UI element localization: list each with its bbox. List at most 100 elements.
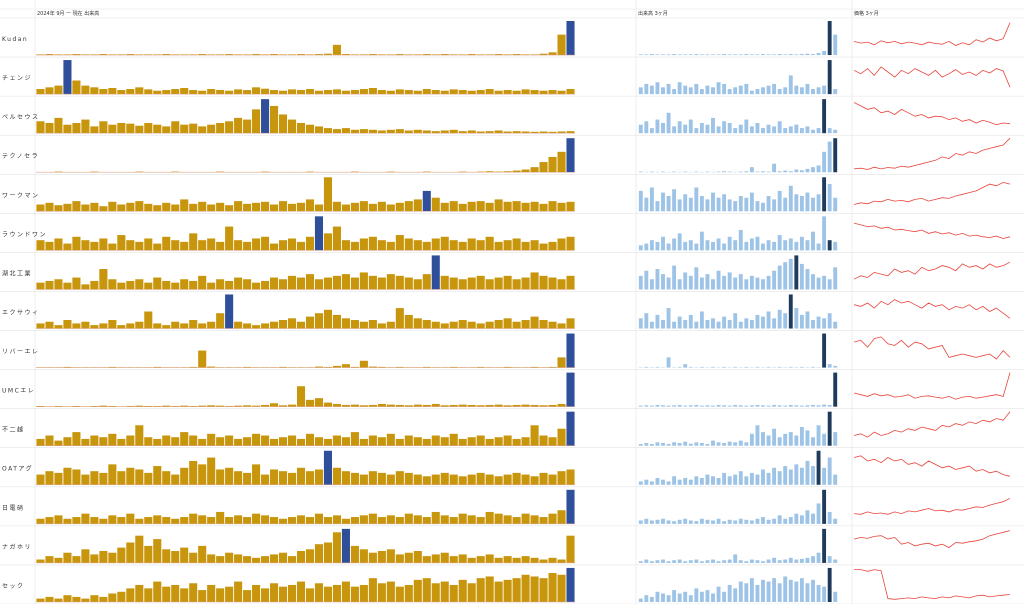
- bar: [467, 474, 476, 485]
- bar: [566, 567, 575, 602]
- bar: [252, 325, 261, 329]
- bar: [395, 517, 404, 524]
- bar: [287, 318, 297, 329]
- bar: [108, 320, 117, 329]
- bar: [521, 474, 530, 485]
- bar: [749, 192, 754, 212]
- bar: [36, 438, 45, 446]
- bar: [108, 366, 117, 368]
- bar: [783, 170, 788, 173]
- bar: [207, 124, 216, 134]
- bar: [278, 366, 288, 368]
- bar: [404, 201, 413, 212]
- bar: [749, 167, 754, 173]
- bar: [548, 366, 557, 368]
- bar: [503, 275, 512, 290]
- bar: [467, 201, 476, 212]
- bar: [225, 280, 234, 290]
- bar: [314, 279, 324, 290]
- bar: [566, 535, 575, 563]
- bar: [270, 583, 279, 602]
- bar: [666, 308, 671, 329]
- bar: [207, 282, 216, 290]
- bar: [305, 236, 315, 251]
- bar: [278, 240, 288, 251]
- bar: [81, 284, 90, 290]
- bar: [794, 54, 799, 56]
- bar: [638, 275, 643, 290]
- bar: [716, 518, 721, 524]
- bar: [162, 126, 171, 134]
- bar: [566, 275, 575, 290]
- bar: [449, 321, 458, 329]
- bar: [198, 515, 207, 524]
- bar: [296, 438, 306, 446]
- bar: [788, 517, 793, 524]
- bar: [135, 125, 144, 134]
- bar: [90, 554, 99, 563]
- bar: [243, 323, 252, 329]
- bar: [305, 549, 315, 563]
- bar: [458, 476, 467, 485]
- bar: [733, 474, 738, 485]
- bar: [54, 405, 63, 407]
- bar: [368, 471, 377, 485]
- bar: [805, 583, 810, 602]
- bar: [252, 513, 261, 524]
- bar: [566, 411, 575, 446]
- bar: [234, 554, 243, 563]
- bar: [476, 517, 485, 524]
- bar: [672, 442, 677, 446]
- bar: [672, 89, 677, 95]
- bar: [755, 366, 760, 368]
- bar: [359, 515, 368, 524]
- bar: [822, 50, 827, 56]
- bar: [54, 205, 63, 212]
- bar: [296, 54, 306, 56]
- bar: [207, 405, 216, 407]
- bar: [644, 54, 649, 56]
- bar: [694, 404, 699, 407]
- bar: [749, 472, 754, 485]
- bar: [638, 598, 643, 602]
- bar: [811, 274, 815, 290]
- bar: [252, 109, 261, 134]
- bar: [722, 194, 727, 212]
- bar: [216, 54, 225, 56]
- bar: [733, 201, 738, 212]
- bar: [666, 112, 671, 134]
- bar: [207, 457, 216, 485]
- bar: [833, 129, 838, 134]
- bar: [722, 171, 727, 173]
- bar: [485, 554, 494, 563]
- bar: [350, 129, 359, 134]
- bar: [305, 124, 315, 134]
- bar: [783, 576, 788, 602]
- bar: [153, 205, 162, 212]
- bar: [189, 123, 198, 134]
- bar: [649, 240, 654, 251]
- bar: [722, 591, 727, 602]
- bar: [672, 321, 677, 329]
- bar: [359, 201, 368, 212]
- bar: [655, 560, 660, 563]
- bar: [72, 54, 81, 56]
- bar: [72, 596, 81, 602]
- bar: [386, 129, 395, 134]
- bar: [503, 515, 512, 524]
- bar: [234, 438, 243, 446]
- bar: [476, 472, 485, 485]
- bar: [827, 411, 832, 446]
- bar: [485, 279, 494, 290]
- bar: [252, 405, 261, 407]
- bar: [162, 90, 171, 95]
- bar: [287, 517, 297, 524]
- bar: [494, 241, 503, 251]
- bar: [144, 238, 153, 251]
- bar: [799, 405, 804, 407]
- bar: [799, 128, 804, 134]
- price-line: [853, 455, 1011, 477]
- bar: [278, 320, 288, 329]
- bar: [189, 90, 198, 95]
- bar: [296, 581, 306, 602]
